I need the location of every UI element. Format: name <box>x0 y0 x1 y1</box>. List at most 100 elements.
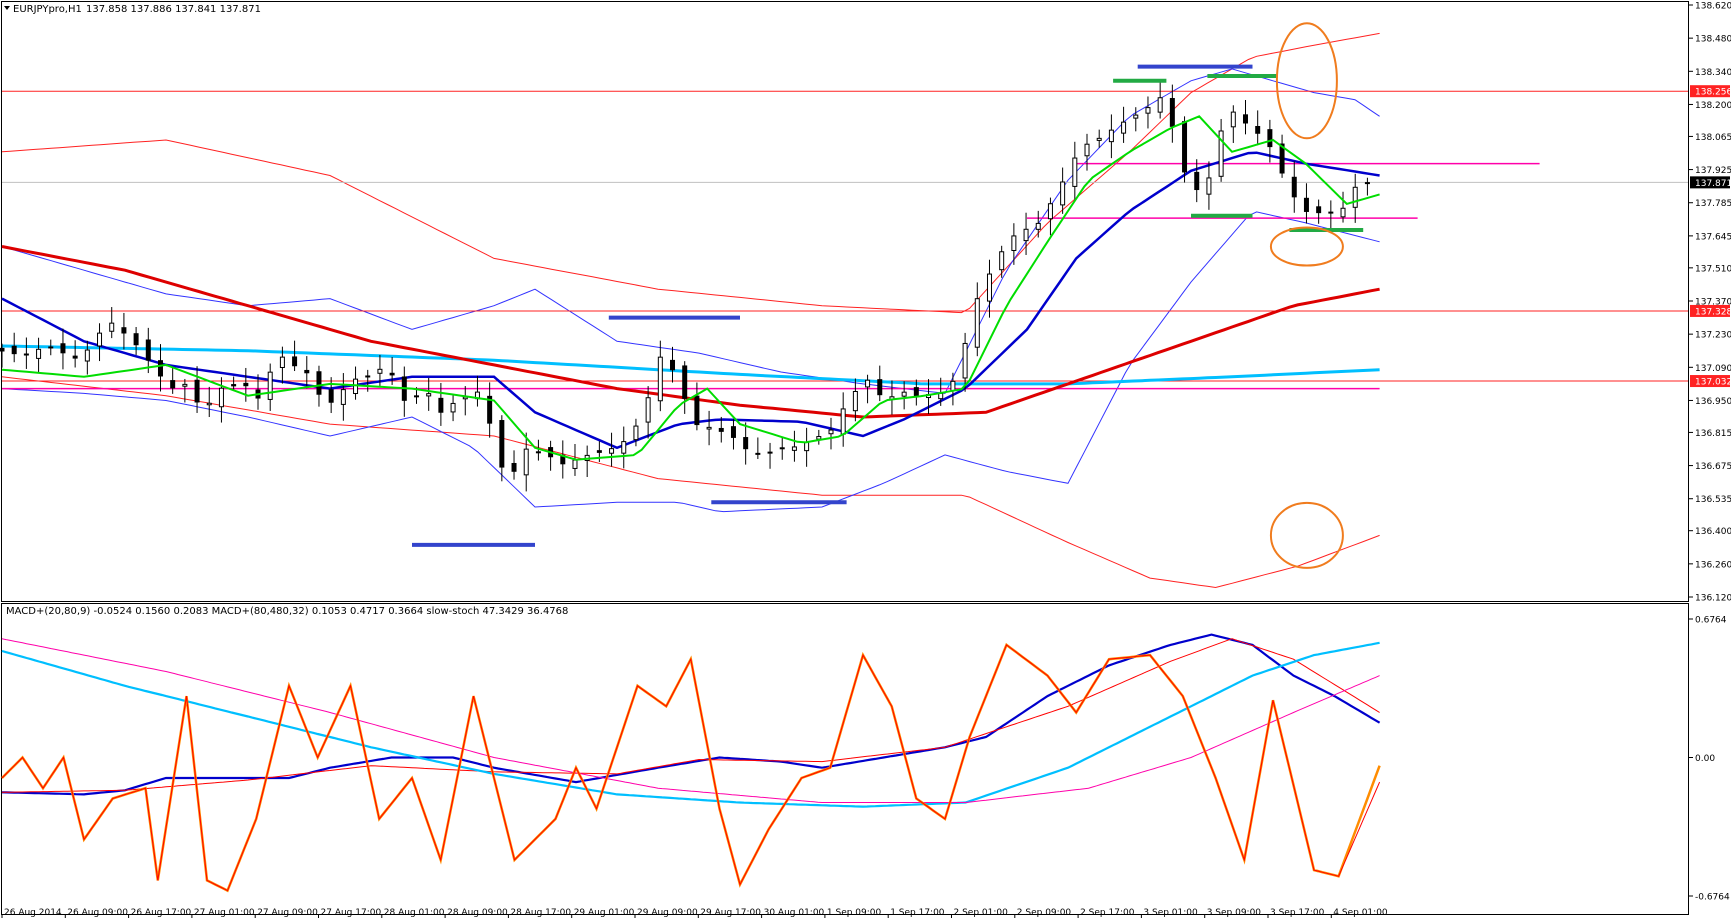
price-level-tag <box>1690 85 1730 98</box>
candle-body <box>523 448 529 476</box>
candle-body <box>292 356 298 367</box>
candle-body <box>974 298 980 348</box>
annotation-circle <box>1275 22 1338 140</box>
candle-body <box>243 382 249 387</box>
candle-body <box>328 389 334 403</box>
price-tick-label: 138.480 <box>1695 35 1731 45</box>
candle-body <box>1121 121 1127 134</box>
candle-body <box>170 380 176 389</box>
candle-body <box>1084 143 1090 157</box>
candle-body <box>913 387 919 397</box>
candle-body <box>877 379 883 396</box>
candle-body <box>206 402 212 406</box>
candle-body <box>852 390 858 412</box>
candle-body <box>1096 137 1102 141</box>
indicator-series-line <box>1 633 1381 796</box>
candle-body <box>950 380 956 392</box>
indicator-caption: MACD+(20,80,9) -0.0524 0.1560 0.2083 MAC… <box>6 606 568 617</box>
candle-body <box>84 349 90 362</box>
candle-body <box>413 395 419 398</box>
candle-body <box>450 402 456 413</box>
indicator-tick-label: 0.00 <box>1695 754 1715 764</box>
candle-body <box>1303 197 1309 212</box>
price-tick-label: 136.815 <box>1695 429 1731 439</box>
candle-body <box>767 451 773 454</box>
candle-body <box>1328 211 1334 214</box>
indicator-series-line <box>1 638 1380 793</box>
candle-body <box>1047 203 1053 220</box>
candle-body <box>986 273 992 302</box>
time-tick-label: 2 Sep 01:00 <box>954 908 1009 918</box>
candle-body <box>194 379 200 403</box>
candle-body <box>743 437 749 450</box>
price-tick-label: 137.785 <box>1695 199 1731 209</box>
candle-body <box>1182 121 1188 173</box>
candle-body <box>1279 143 1285 174</box>
candle-body <box>962 342 968 379</box>
candle-body <box>645 397 651 423</box>
window-menu-arrow-icon[interactable] <box>4 6 10 10</box>
candle-body <box>23 353 29 356</box>
candle-body <box>1108 129 1114 143</box>
ma-fast-line <box>1 115 1380 461</box>
candle-body <box>267 371 273 400</box>
candle-body <box>1072 157 1078 187</box>
price-tick-label: 136.675 <box>1695 462 1731 472</box>
price-tick-label: 137.230 <box>1695 331 1731 341</box>
candle-body <box>1352 186 1358 208</box>
candle-body <box>133 333 139 346</box>
candle-body <box>1206 177 1212 195</box>
candle-body <box>572 459 578 469</box>
candle-body <box>1133 114 1139 119</box>
ma-mid-line <box>1 151 1380 450</box>
candle-body <box>779 447 785 450</box>
price-level-tag-label: 137.328 <box>1695 307 1731 317</box>
candle-body <box>36 348 42 359</box>
candle-body <box>1023 228 1029 242</box>
candle-body <box>1169 98 1175 127</box>
ohlc-caption: 137.858 137.886 137.841 137.871 <box>86 4 261 15</box>
price-tick-label: 137.090 <box>1695 364 1731 374</box>
candle-body <box>1218 130 1224 177</box>
inner-band-lower <box>1 211 1380 513</box>
time-tick-label: 29 Aug 09:00 <box>637 908 698 918</box>
candle-body <box>865 379 871 388</box>
candle-body <box>1145 107 1151 114</box>
candle-body <box>755 452 761 455</box>
price-tick-label: 137.925 <box>1695 166 1731 176</box>
candle-body <box>791 446 797 451</box>
price-tick-label: 136.260 <box>1695 560 1731 570</box>
candle-body <box>1316 206 1322 214</box>
candle-body <box>840 408 846 435</box>
price-tick-label: 138.620 <box>1695 2 1731 12</box>
candle-body <box>1291 176 1297 198</box>
candle-body <box>1364 182 1370 185</box>
candle-body <box>1157 97 1163 113</box>
indicator-series-line <box>1 641 1380 808</box>
price-level-tag-label: 137.032 <box>1695 378 1731 388</box>
time-tick-label: 3 Sep 09:00 <box>1207 908 1262 918</box>
ma-long-line <box>1 344 1380 386</box>
price-tick-label: 136.400 <box>1695 527 1731 537</box>
time-tick-label: 26 Aug 17:00 <box>131 908 192 918</box>
outer-band-upper <box>1 32 1380 314</box>
candle-body <box>109 322 115 332</box>
time-tick-label: 1 Sep 09:00 <box>827 908 882 918</box>
candle-body <box>718 427 724 432</box>
candle-body <box>1011 235 1017 251</box>
candle-body <box>182 383 188 387</box>
candle-body <box>730 426 736 438</box>
candle-body <box>596 450 602 453</box>
candle-body <box>1230 111 1236 128</box>
price-level-tag <box>1690 304 1730 317</box>
price-level-tag-label: 138.256 <box>1695 88 1731 98</box>
candle-body <box>804 442 810 452</box>
candle-body <box>706 426 712 430</box>
candle-body <box>48 346 54 349</box>
annotation-circle <box>1269 226 1344 267</box>
indicator-series-line <box>1 644 1381 892</box>
candle-body <box>816 436 822 440</box>
candle-body <box>670 359 676 371</box>
